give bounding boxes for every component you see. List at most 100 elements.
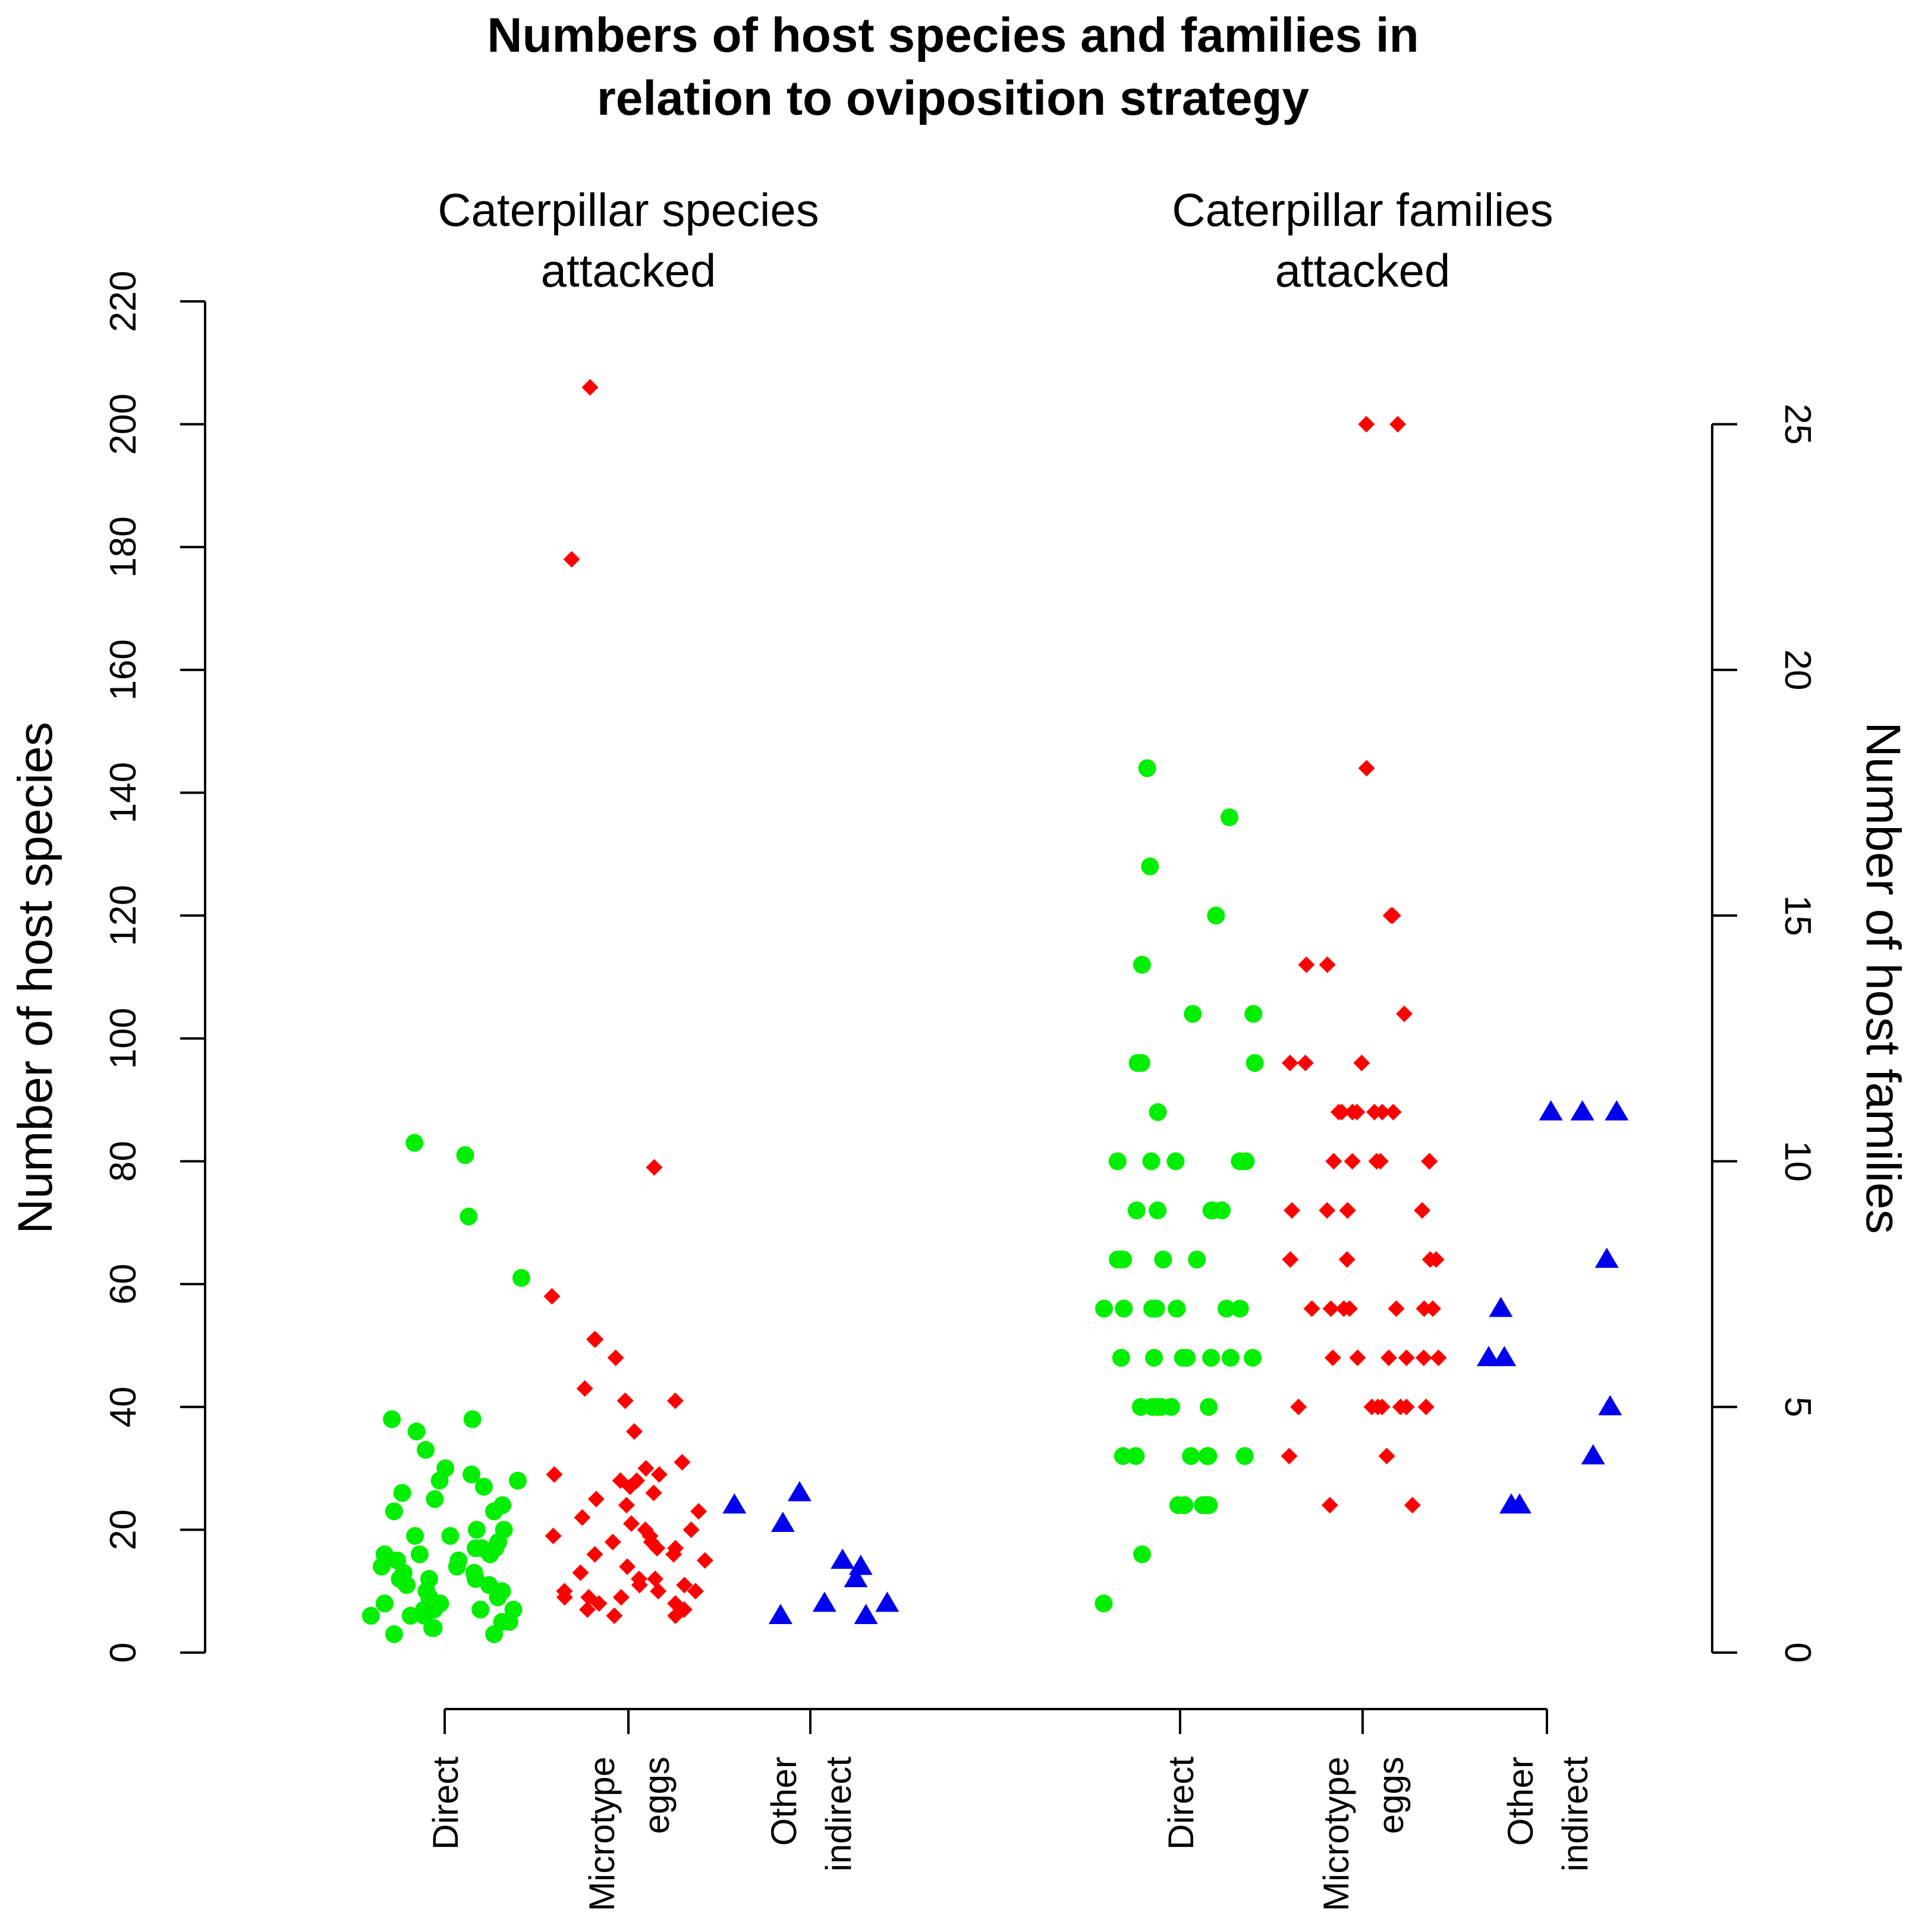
families-microtype-eggs-point — [1388, 1300, 1405, 1317]
species-direct-point — [471, 1600, 490, 1619]
families-direct-point — [1112, 1349, 1130, 1367]
species-microtype-eggs-point — [621, 1478, 639, 1496]
families-direct-point — [1244, 1349, 1262, 1367]
left-y-tick-label: 120 — [103, 885, 144, 946]
species-microtype-eggs-point — [545, 1527, 562, 1544]
families-direct-point — [1195, 1496, 1213, 1515]
species-microtype-eggs-point — [645, 1484, 662, 1502]
families-microtype-eggs-point — [1324, 1349, 1341, 1367]
species-direct-point — [489, 1588, 507, 1607]
left-y-tick-label: 220 — [103, 270, 144, 332]
species-microtype-eggs-point — [646, 1571, 663, 1588]
species-microtype-eggs-point — [650, 1582, 667, 1600]
families-direct-point — [1168, 1299, 1186, 1318]
species-microtype-eggs-point — [637, 1460, 655, 1477]
species-microtype-eggs-point — [617, 1392, 634, 1409]
families-other-indirect-point — [1477, 1346, 1501, 1367]
species-direct-point — [512, 1269, 530, 1287]
families-other-indirect-point — [1594, 1247, 1619, 1268]
families-direct-point — [1221, 1349, 1240, 1367]
species-microtype-eggs-point — [579, 1601, 596, 1618]
families-direct-point — [1142, 1152, 1160, 1170]
families-direct-point — [1245, 1054, 1264, 1072]
families-microtype-eggs-point — [1396, 1005, 1413, 1022]
families-direct-point — [1108, 1152, 1127, 1170]
species-microtype-eggs-point — [687, 1582, 704, 1600]
families-direct-point — [1220, 808, 1238, 826]
species-direct-point — [467, 1521, 486, 1539]
families-microtype-eggs-point — [1281, 1055, 1298, 1072]
species-direct-point — [407, 1423, 426, 1441]
species-direct-point — [405, 1134, 424, 1152]
species-microtype-eggs-point — [696, 1552, 713, 1569]
species-direct-point — [485, 1625, 504, 1644]
species-direct-point — [463, 1410, 482, 1428]
families-microtype-eggs-point — [1298, 956, 1315, 973]
families-microtype-eggs-point — [1363, 1398, 1380, 1415]
species-microtype-eggs-point — [690, 1503, 707, 1520]
families-microtype-eggs-point — [1349, 1349, 1366, 1367]
families-other-indirect-point — [1581, 1444, 1605, 1465]
families-microtype-eggs-point — [1322, 1300, 1339, 1317]
species-microtype-eggs-point — [618, 1497, 635, 1514]
families-microtype-eggs-point — [1398, 1349, 1415, 1367]
left-y-axis-label: Number of host species — [8, 722, 62, 1234]
families-microtype-eggs-point — [1290, 1398, 1307, 1415]
species-direct-point — [460, 1207, 478, 1226]
species-panel-subtitle-line-1: Caterpillar species — [438, 184, 819, 236]
families-other-indirect-point — [1489, 1297, 1513, 1317]
families-direct-point — [1174, 1349, 1192, 1367]
left-y-tick-label: 60 — [103, 1264, 144, 1305]
families-microtype-eggs-point — [1392, 1398, 1409, 1415]
right-y-tick-label: 0 — [1777, 1642, 1818, 1663]
species-microtype-eggs-point — [546, 1466, 563, 1483]
families-direct-point — [1127, 1201, 1146, 1220]
families-direct-point — [1152, 1398, 1170, 1416]
x-category-label: Microtype — [582, 1757, 622, 1911]
families-direct-point — [1094, 1594, 1113, 1613]
species-direct-point — [361, 1607, 380, 1625]
x-category-label: eggs — [637, 1757, 677, 1834]
species-other-indirect-point — [854, 1604, 878, 1625]
families-direct-point — [1115, 1299, 1133, 1318]
species-other-indirect-point — [768, 1604, 792, 1625]
families-direct-point — [1166, 1152, 1185, 1170]
left-y-tick-label: 0 — [103, 1642, 144, 1663]
x-category-label: Direct — [1161, 1757, 1201, 1850]
species-direct-point — [426, 1490, 444, 1508]
families-microtype-eggs-point — [1319, 956, 1336, 973]
species-direct-point — [393, 1484, 411, 1502]
families-microtype-eggs-point — [1415, 1349, 1432, 1367]
species-microtype-eggs-point — [574, 1509, 591, 1526]
species-microtype-eggs-point — [674, 1453, 691, 1471]
families-direct-point — [1149, 1103, 1167, 1121]
species-direct-point — [430, 1471, 449, 1490]
left-y-tick-label: 80 — [103, 1141, 144, 1182]
families-direct-point — [1114, 1447, 1132, 1465]
families-direct-point — [1095, 1299, 1114, 1318]
species-microtype-eggs-point — [667, 1607, 684, 1625]
families-direct-point — [1149, 1201, 1167, 1220]
species-microtype-eggs-point — [666, 1392, 684, 1409]
families-microtype-eggs-point — [1430, 1349, 1447, 1367]
left-y-tick-label: 200 — [103, 394, 144, 455]
species-direct-point — [456, 1146, 474, 1165]
families-direct-point — [1169, 1496, 1187, 1515]
species-microtype-eggs-point — [543, 1288, 561, 1305]
species-direct-point — [449, 1552, 468, 1570]
species-other-indirect-point — [831, 1549, 855, 1569]
species-panel-subtitle-line-2: attacked — [541, 244, 716, 297]
species-microtype-eggs-point — [556, 1589, 573, 1606]
families-microtype-eggs-point — [1424, 1300, 1442, 1317]
families-microtype-eggs-point — [1421, 1153, 1438, 1170]
families-microtype-eggs-point — [1339, 1202, 1356, 1219]
families-microtype-eggs-point — [1338, 1251, 1355, 1268]
species-direct-point — [424, 1600, 443, 1619]
families-direct-point — [1218, 1299, 1236, 1318]
right-y-axis-label: Number of host families — [1856, 722, 1906, 1234]
x-category-label: indirect — [1555, 1757, 1595, 1872]
families-microtype-eggs-point — [1325, 1153, 1342, 1170]
species-direct-point — [441, 1527, 460, 1545]
species-microtype-eggs-point — [586, 1331, 603, 1348]
